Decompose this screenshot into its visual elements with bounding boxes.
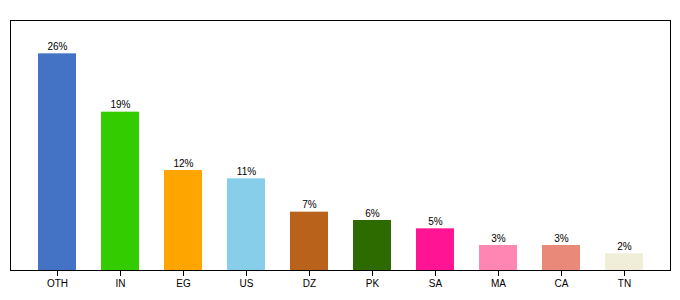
svg-text:19%: 19% (110, 99, 130, 110)
svg-text:26%: 26% (47, 41, 67, 52)
svg-text:11%: 11% (237, 166, 256, 177)
svg-text:CA: CA (555, 278, 569, 289)
svg-text:DZ: DZ (303, 278, 316, 289)
svg-text:3%: 3% (554, 233, 569, 244)
svg-text:MA: MA (491, 278, 506, 289)
svg-text:12%: 12% (173, 158, 193, 169)
svg-text:6%: 6% (365, 208, 380, 219)
svg-text:7%: 7% (302, 199, 317, 210)
svg-text:US: US (240, 278, 254, 289)
svg-text:2%: 2% (617, 241, 632, 252)
svg-text:PK: PK (366, 278, 380, 289)
svg-text:IN: IN (116, 278, 126, 289)
svg-text:5%: 5% (428, 216, 443, 227)
svg-text:3%: 3% (491, 233, 506, 244)
svg-text:OTH: OTH (47, 278, 68, 289)
svg-text:TN: TN (618, 278, 631, 289)
svg-text:SA: SA (429, 278, 443, 289)
svg-text:EG: EG (176, 278, 191, 289)
